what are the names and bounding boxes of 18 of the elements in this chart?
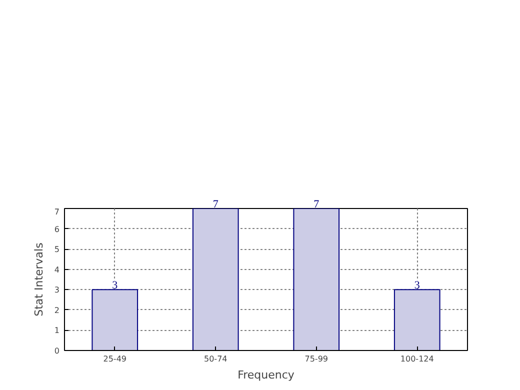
x-tick-label: 50-74 <box>204 354 228 364</box>
y-tick-label: 2 <box>54 306 60 315</box>
data-label: 7 <box>212 198 219 210</box>
y-tick-label: 5 <box>54 245 60 254</box>
y-tick-label: 3 <box>54 286 60 295</box>
x-tick-label: 100-124 <box>400 354 434 364</box>
x-tick-label: 25-49 <box>103 354 126 364</box>
y-tick-label: 7 <box>54 208 60 216</box>
x-axis-title: Frequency <box>238 368 295 382</box>
y-axis-title: Stat Intervals <box>32 242 46 316</box>
y-tick-label: 6 <box>54 224 60 234</box>
data-label: 3 <box>414 280 420 292</box>
data-label: 7 <box>314 198 320 210</box>
data-label: 3 <box>112 280 118 292</box>
x-tick-label: 75-99 <box>304 354 328 364</box>
y-tick-label: 1 <box>54 326 60 336</box>
y-tick-label: 4 <box>54 265 60 274</box>
y-tick-label: 0 <box>54 346 60 356</box>
